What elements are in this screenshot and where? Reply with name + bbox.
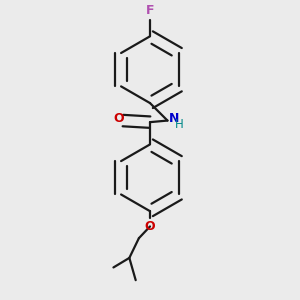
Text: O: O [114, 112, 124, 125]
Text: H: H [175, 118, 184, 131]
Text: O: O [145, 220, 155, 233]
Text: F: F [146, 4, 154, 16]
Text: N: N [169, 112, 179, 125]
